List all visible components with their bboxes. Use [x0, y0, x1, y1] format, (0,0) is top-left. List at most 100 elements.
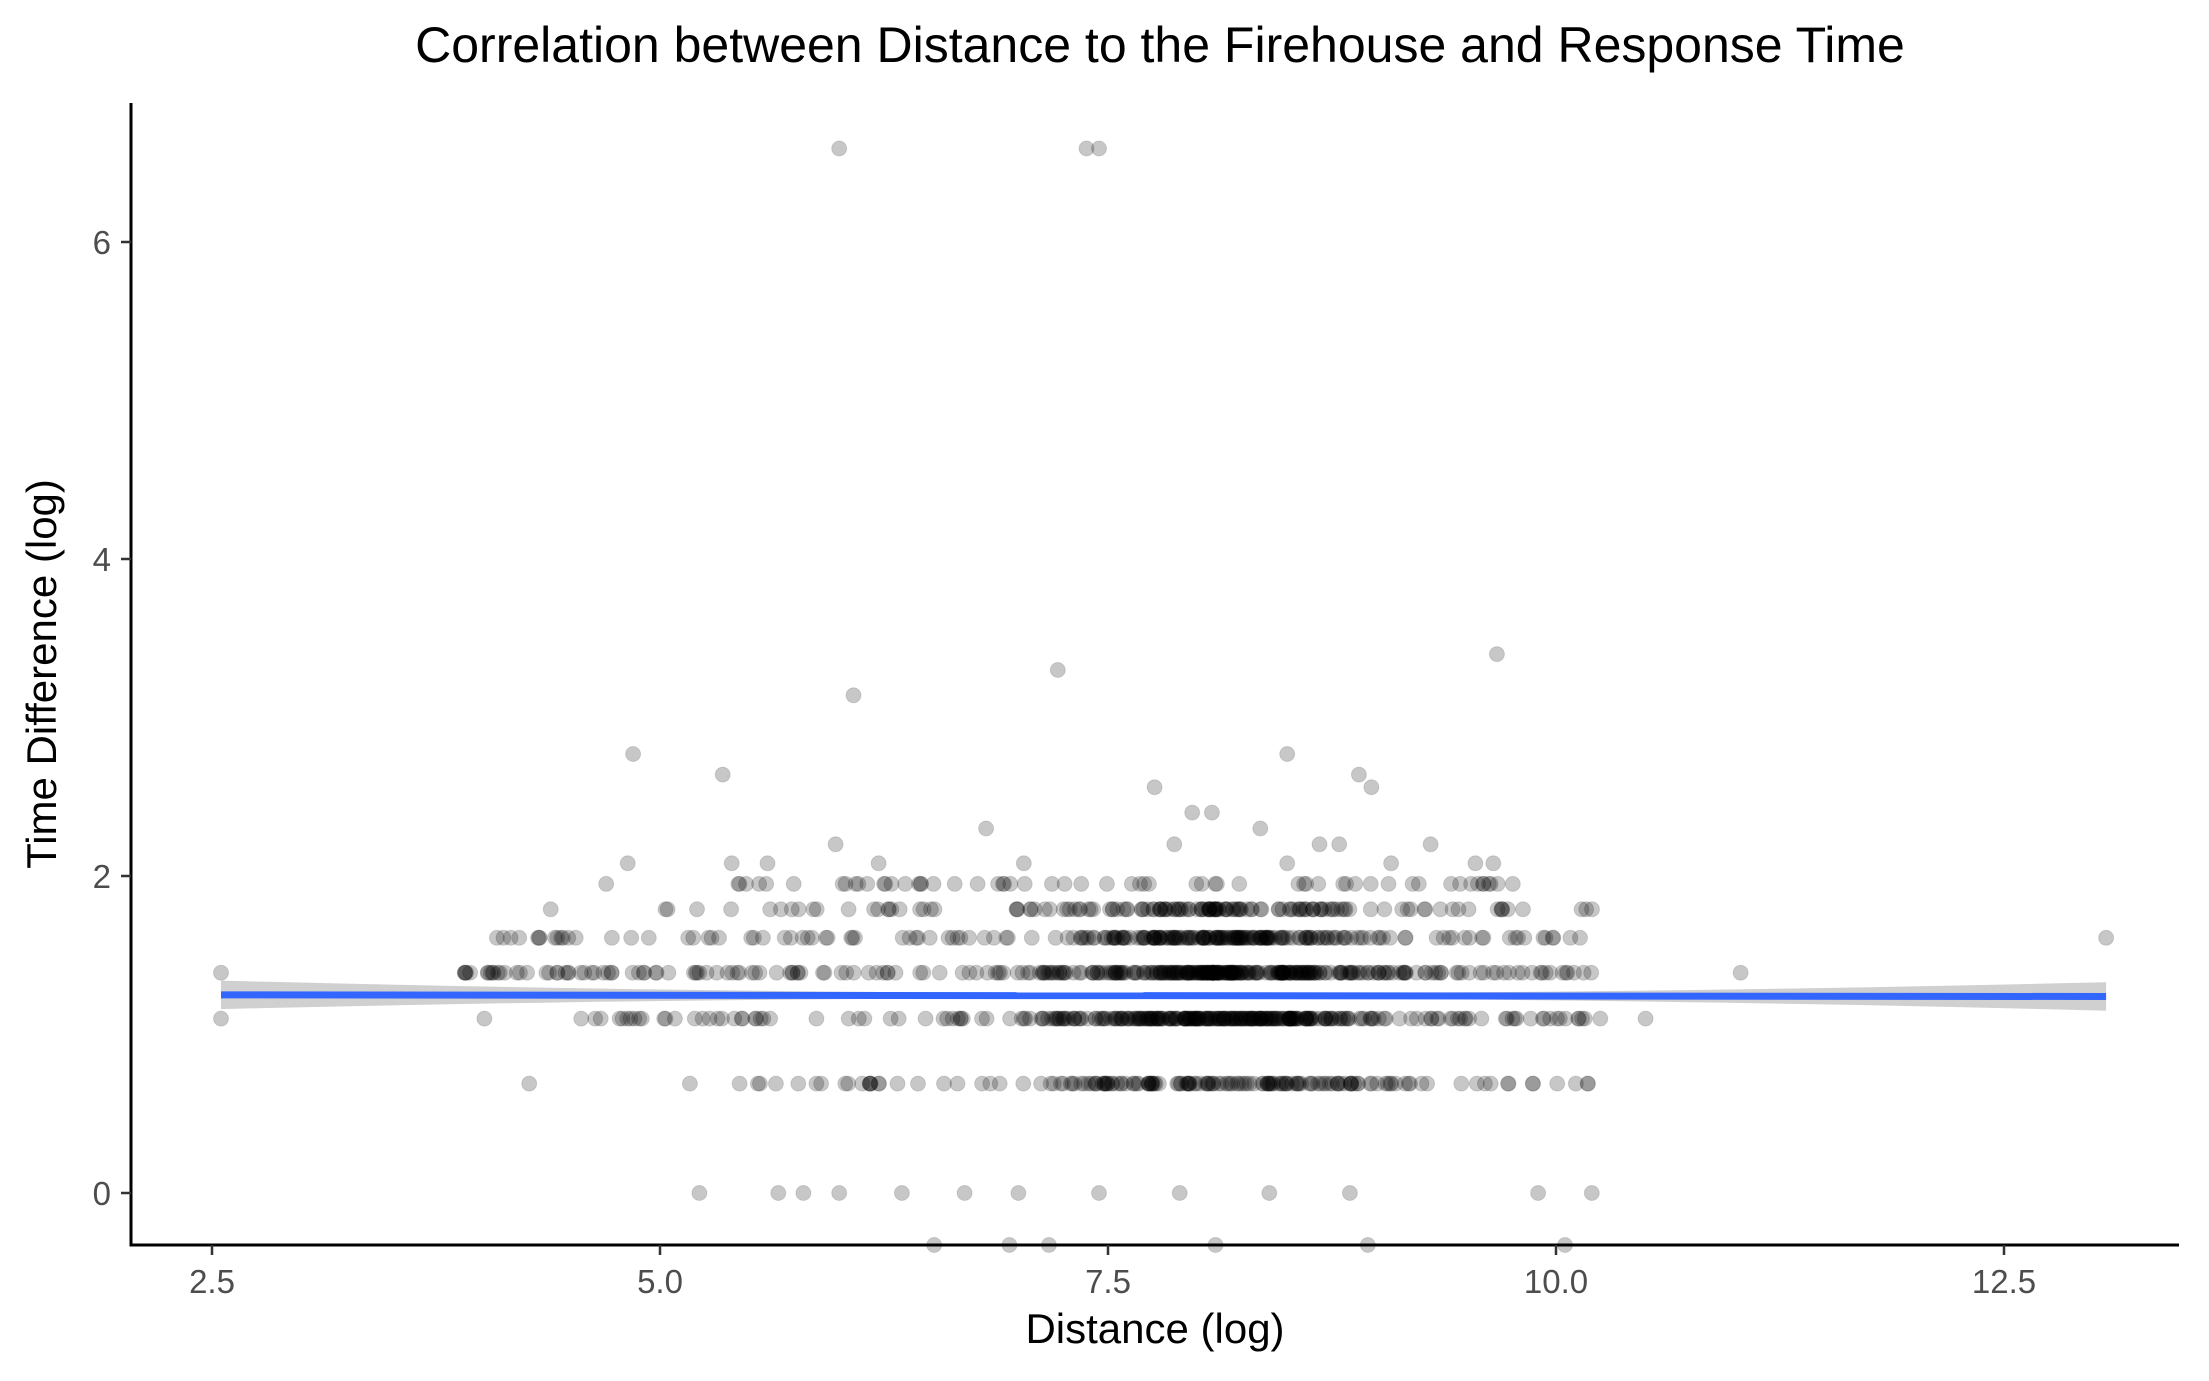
data-point [1166, 901, 1183, 918]
data-point [1278, 1075, 1295, 1092]
data-point [1224, 964, 1241, 981]
data-point [1284, 1010, 1300, 1027]
data-point [1103, 964, 1120, 981]
data-point [1048, 964, 1065, 981]
data-point [1078, 929, 1095, 946]
data-point [1339, 964, 1356, 981]
data-point [1360, 964, 1377, 981]
data-point [1227, 964, 1244, 981]
data-point [1107, 929, 1124, 946]
data-point [1055, 1010, 1072, 1027]
data-point [1102, 901, 1118, 918]
data-point [560, 929, 577, 946]
data-point [1056, 875, 1073, 892]
data-point [541, 964, 558, 981]
data-point [1185, 964, 1202, 981]
data-point [542, 901, 559, 918]
data-point [711, 929, 727, 946]
data-point [1299, 1010, 1316, 1027]
data-point [1286, 1010, 1303, 1027]
data-point [724, 964, 741, 981]
data-point [1288, 964, 1304, 981]
data-point [1302, 964, 1319, 981]
data-point [1206, 964, 1223, 981]
data-point [1160, 1010, 1177, 1027]
data-point [1022, 1010, 1039, 1027]
data-point [1166, 836, 1183, 853]
data-point [931, 964, 948, 981]
data-point [1399, 901, 1416, 918]
data-point [1214, 1010, 1231, 1027]
data-point [985, 929, 1002, 946]
data-point [1259, 1010, 1276, 1027]
data-point [1524, 1075, 1541, 1092]
data-point [1297, 901, 1314, 918]
regression-line-path [220, 991, 2107, 1000]
data-point [1284, 1010, 1301, 1027]
data-point [1259, 929, 1276, 946]
data-point [1330, 964, 1347, 981]
data-point [1284, 929, 1301, 946]
data-point [1583, 1185, 1600, 1201]
data-point [1196, 1010, 1213, 1027]
data-point [1493, 901, 1510, 918]
data-point [1079, 1010, 1096, 1027]
data-point [1229, 1010, 1246, 1027]
data-point [1089, 964, 1106, 981]
data-point [1096, 1075, 1113, 1092]
data-point [1037, 964, 1054, 981]
data-point [1041, 901, 1058, 918]
data-point [1143, 1075, 1160, 1092]
data-point [1207, 875, 1224, 892]
data-point [1423, 1010, 1440, 1027]
data-point [1195, 929, 1212, 946]
data-point [1185, 1010, 1202, 1027]
data-point [1243, 901, 1260, 918]
data-point [1317, 1010, 1334, 1027]
data-point [2098, 929, 2115, 946]
data-point [730, 875, 747, 892]
data-point [1293, 1075, 1310, 1092]
data-point [1147, 1010, 1164, 1027]
data-point [1228, 929, 1245, 946]
data-point [1107, 1010, 1124, 1027]
data-point [1147, 1075, 1164, 1092]
data-point [1444, 901, 1461, 918]
chart-title: Correlation between Distance to the Fire… [415, 17, 1905, 73]
data-point [1275, 1010, 1292, 1027]
data-point [598, 875, 615, 892]
data-point [792, 964, 809, 981]
data-point [1200, 1010, 1217, 1027]
data-points [213, 140, 2115, 1253]
data-point [1428, 929, 1445, 946]
data-point [1076, 1075, 1093, 1092]
data-point [1476, 1075, 1493, 1092]
data-point [1252, 1010, 1269, 1027]
data-point [1432, 964, 1449, 981]
data-point [1304, 1075, 1321, 1092]
data-point [1225, 929, 1242, 946]
data-point [1210, 929, 1227, 946]
data-point [1266, 964, 1283, 981]
data-point [1376, 964, 1393, 981]
data-point [1221, 964, 1237, 981]
data-point [1171, 929, 1188, 946]
data-point [636, 964, 653, 981]
data-point [908, 929, 925, 946]
data-point [1269, 1010, 1286, 1027]
data-point [1237, 964, 1254, 981]
data-point [1242, 1010, 1259, 1027]
data-point [1273, 1075, 1290, 1092]
data-point [1151, 1010, 1168, 1027]
data-point [1377, 1010, 1394, 1027]
data-point [1094, 1010, 1111, 1027]
data-point [1177, 964, 1194, 981]
data-point [1104, 1075, 1121, 1092]
data-point [1044, 1010, 1060, 1027]
data-point [887, 964, 904, 981]
data-point [1370, 964, 1387, 981]
data-point [1403, 1010, 1420, 1027]
data-point [1376, 901, 1393, 918]
data-point [1218, 964, 1235, 981]
data-point [1156, 901, 1173, 918]
